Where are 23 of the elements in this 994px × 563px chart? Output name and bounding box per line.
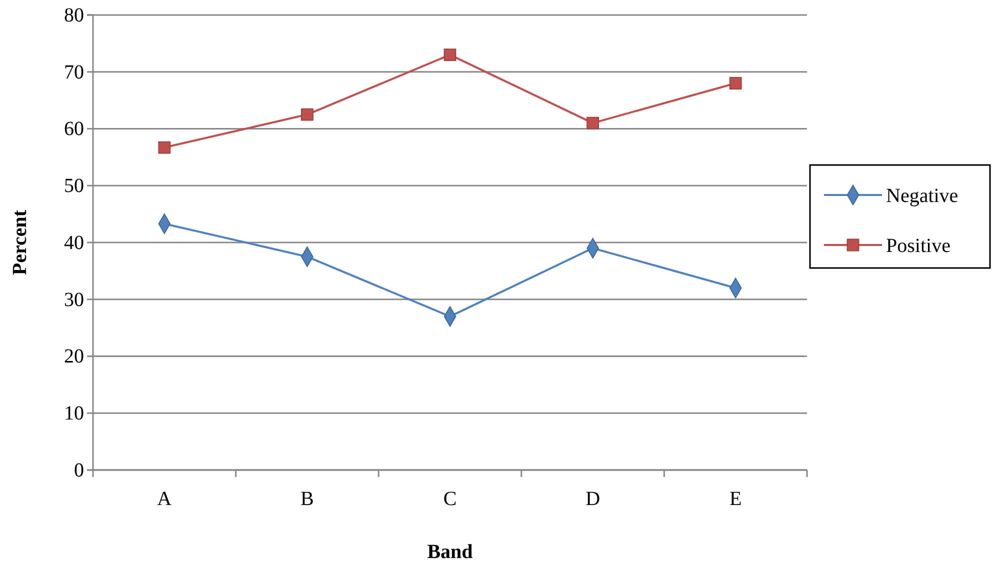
y-tick-label: 20 xyxy=(64,346,84,368)
x-tick-label: B xyxy=(300,488,314,510)
legend-label: Positive xyxy=(886,235,951,257)
point xyxy=(729,77,742,90)
y-tick-label: 10 xyxy=(64,402,84,425)
point xyxy=(586,116,599,130)
y-tick-label: 0 xyxy=(74,459,84,482)
x-tick-label: A xyxy=(157,488,172,510)
y-tick-label: 70 xyxy=(64,61,84,84)
x-tick-label: E xyxy=(729,488,742,510)
x-tick-label: C xyxy=(443,488,457,510)
x-axis-title: Band xyxy=(427,541,473,563)
point xyxy=(301,108,314,121)
point xyxy=(158,141,171,154)
y-tick-label: 50 xyxy=(64,175,84,198)
y-axis-title: Percent xyxy=(9,210,31,276)
legend-label: Negative xyxy=(886,185,958,207)
y-tick-label: 60 xyxy=(64,118,84,140)
y-tick-label: 30 xyxy=(64,288,84,311)
y-tick-label: 40 xyxy=(64,232,84,254)
y-tick-label: 80 xyxy=(64,4,84,26)
point xyxy=(444,48,456,62)
x-tick-label: D xyxy=(586,488,600,510)
